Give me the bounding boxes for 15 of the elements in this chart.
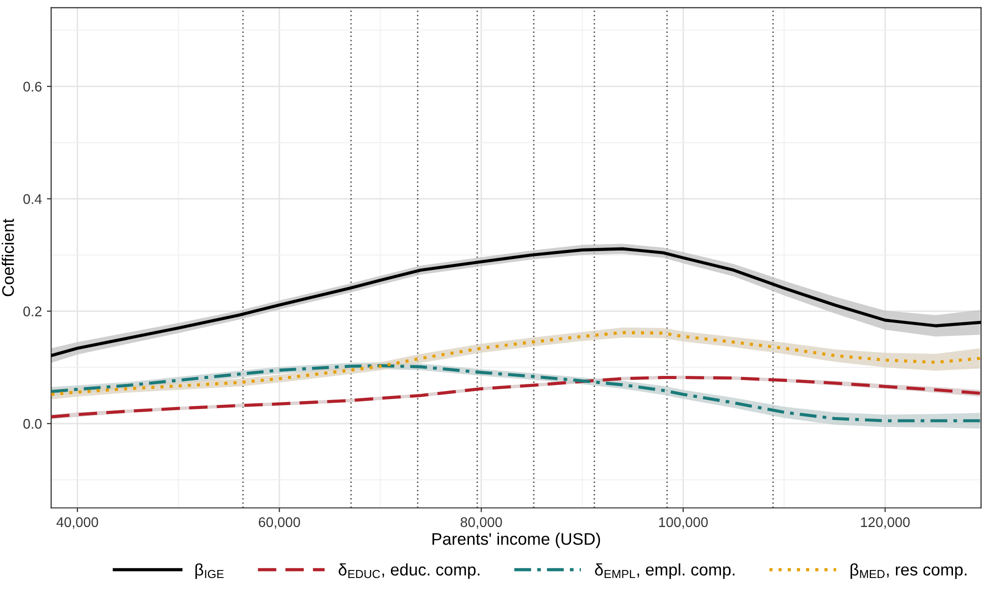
legend-label: δ$_{EMPL}$, empl. comp.	[594, 563, 734, 579]
x-tick-label: 40,000	[56, 517, 98, 529]
legend-label: β$_{MED}$, res comp.	[850, 563, 966, 579]
legend-label: δ$_{EDUC}$, educ. comp.	[338, 563, 480, 579]
y-tick-label: 0.6	[23, 82, 42, 92]
x-tick-label: 60,000	[258, 517, 300, 529]
y-tick-label: 0.4	[23, 194, 42, 204]
x-axis-title: Parents' income (USD)	[432, 532, 600, 548]
x-tick-label: 120,000	[861, 517, 910, 529]
x-tick-label: 80,000	[460, 517, 502, 529]
y-tick-label: 0.0	[23, 418, 42, 429]
x-tick-label: 100,000	[659, 517, 708, 529]
legend-label: β$_{IGE}$	[195, 563, 224, 579]
y-axis-title: Coefficient	[2, 218, 14, 296]
y-tick-label: 0.2	[23, 306, 42, 316]
